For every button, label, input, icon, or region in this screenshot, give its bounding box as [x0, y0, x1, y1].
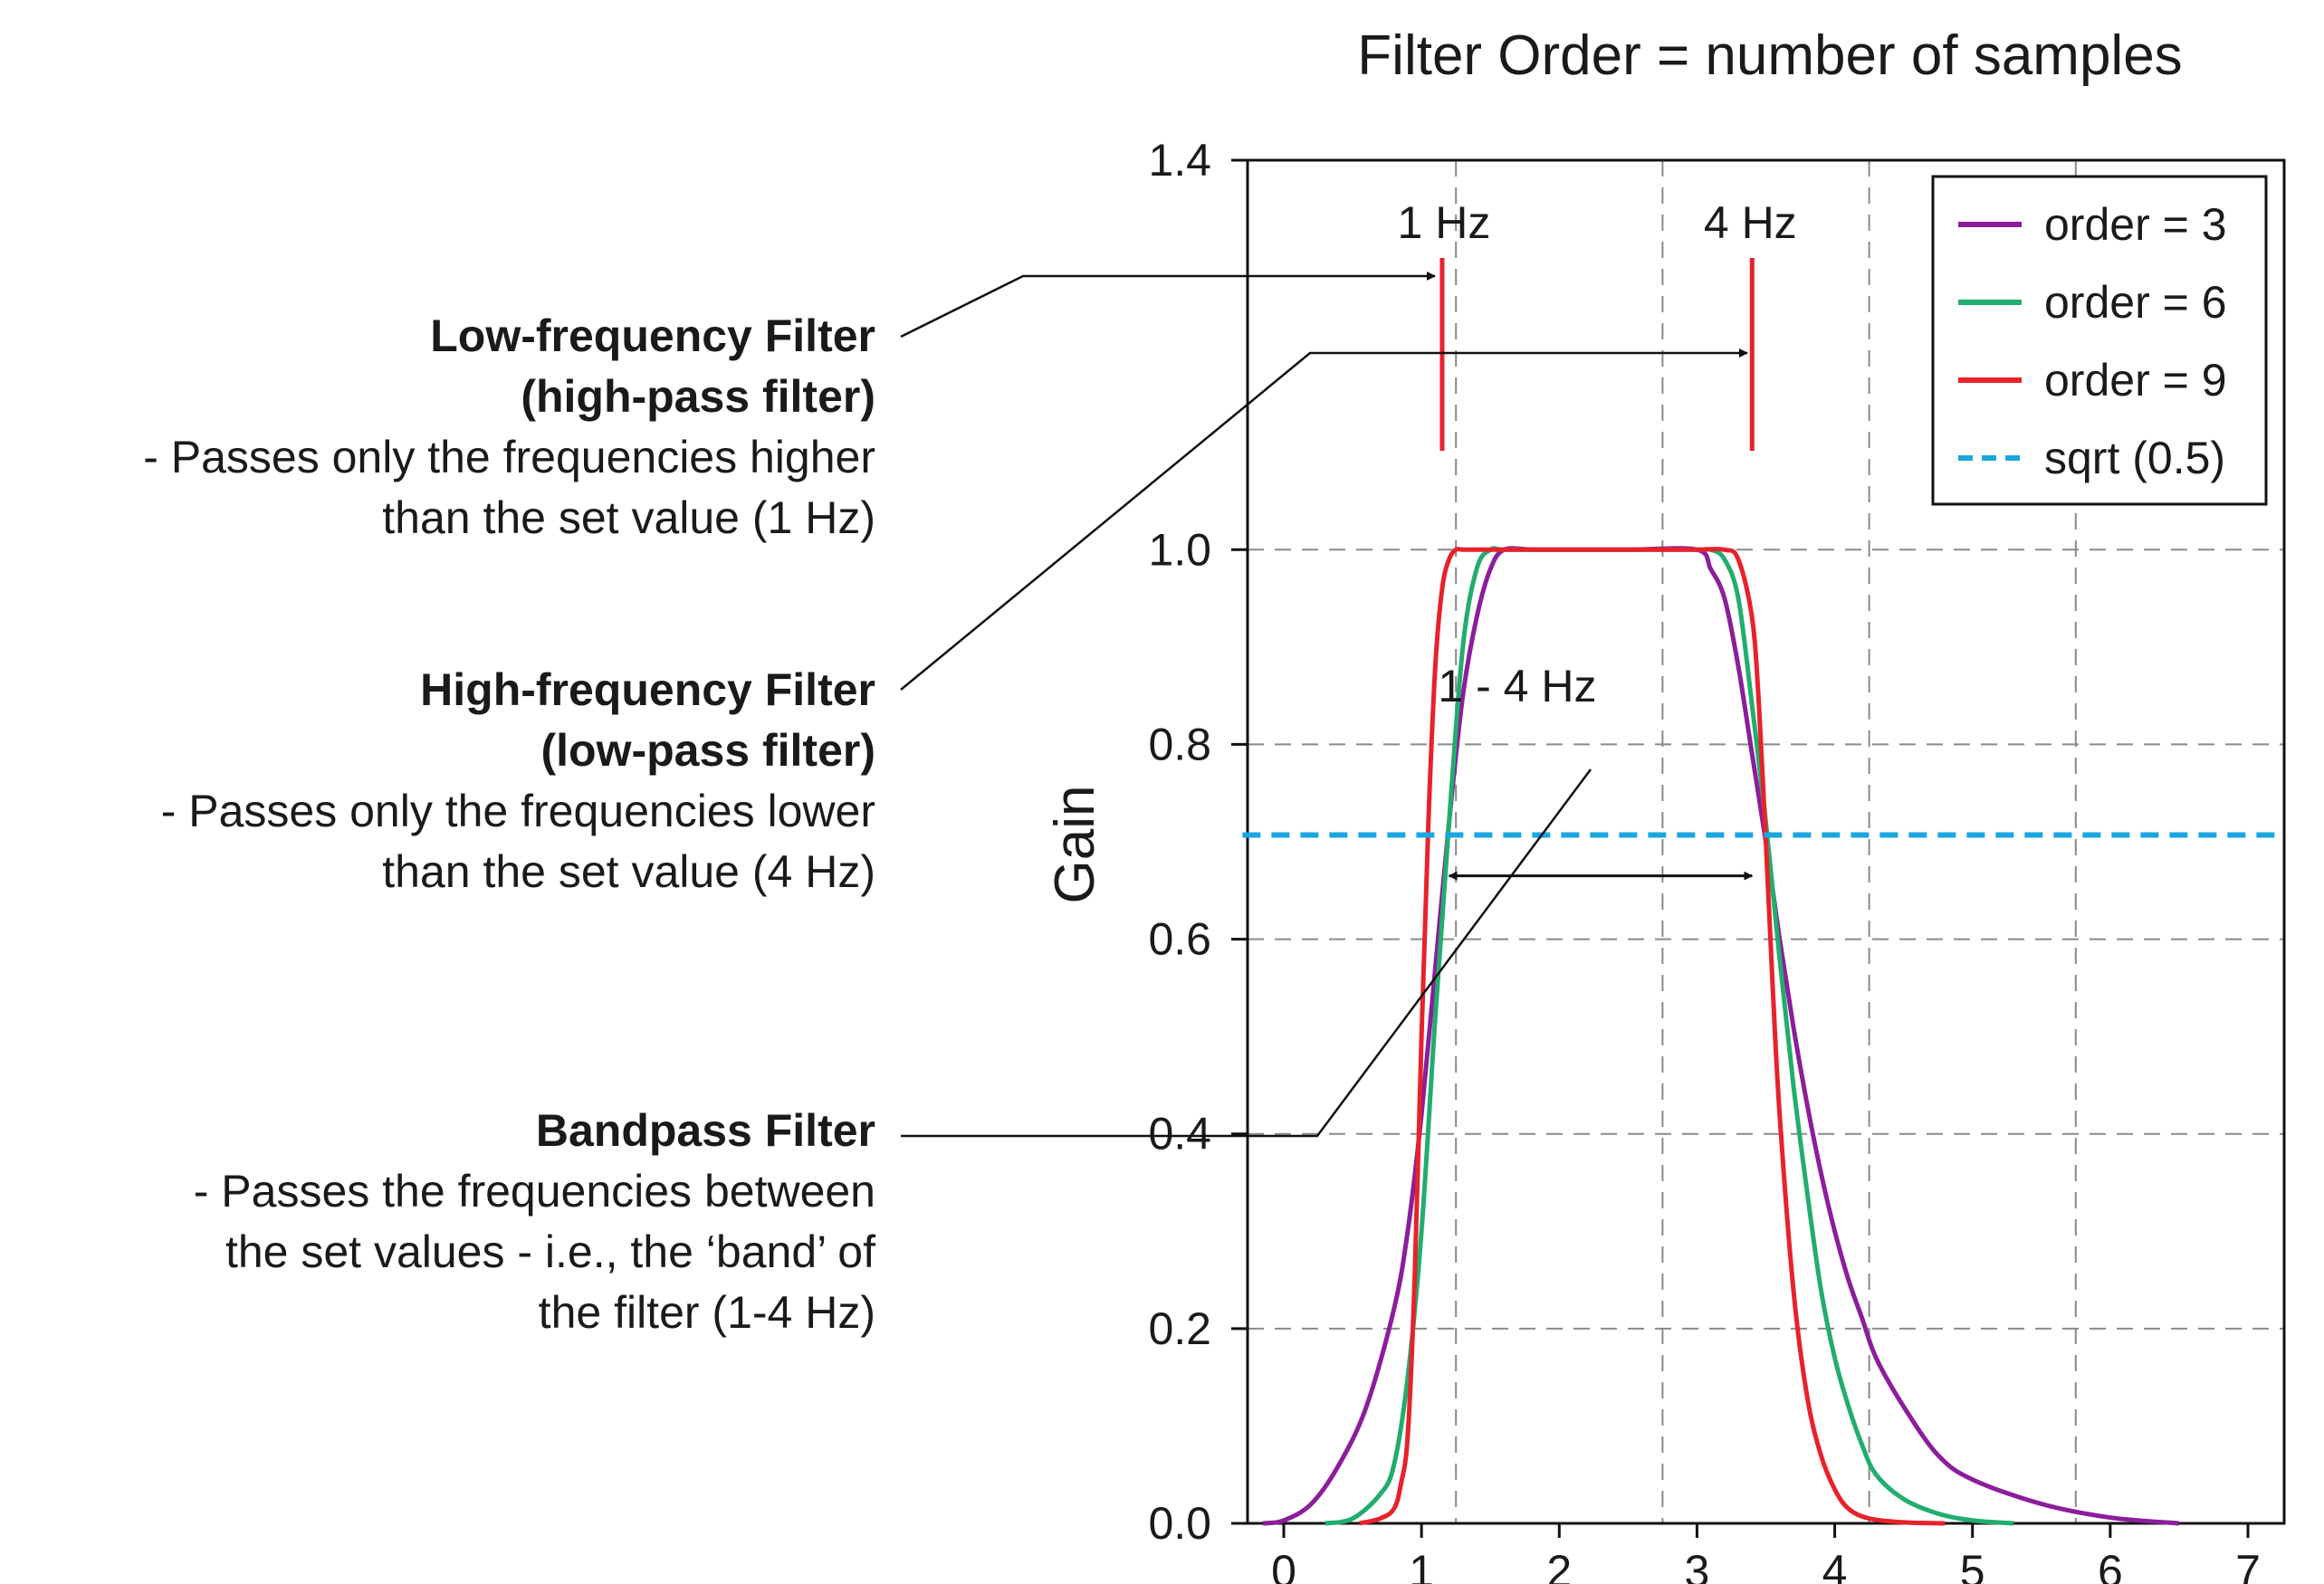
series-line-order-9 [1359, 546, 1946, 1526]
annotation-text: the filter (1-4 Hz) [538, 1287, 875, 1338]
callout-line-low-pass [900, 348, 1748, 691]
y-tick-label: 0.8 [1148, 719, 1211, 769]
legend: order = 3 order = 6 order = 9 sqrt (0.5) [1931, 175, 2268, 506]
series-line-order-3 [1262, 546, 2180, 1526]
annotation-text: the set values - i.e., the ‘band’ of [225, 1226, 875, 1277]
annotation-subtitle: (high-pass filter) [521, 371, 875, 422]
axes: 0.0 0.2 0.4 0.6 0.8 1.0 1.4 0 1 2 3 4 5 6 7 [1148, 135, 2286, 1584]
annotation-title: High-frequency Filter [420, 664, 875, 715]
y-tick-label: 1.0 [1148, 524, 1211, 575]
x-tick-label: 2 [1546, 1546, 1572, 1584]
legend-label: order = 9 [2044, 355, 2227, 406]
x-tick-label: 0 [1271, 1546, 1296, 1584]
marker-label: 4 Hz [1704, 197, 1797, 248]
x-tick-label: 4 [1822, 1546, 1848, 1584]
callout-line-bandpass [901, 768, 1592, 1138]
callout-lines [900, 272, 1748, 1138]
frequency-markers: 1 Hz 4 Hz [1398, 197, 1797, 451]
annotation-low-pass: High-frequency Filter (low-pass filter) … [161, 660, 875, 902]
y-axis-label: Gain [1044, 786, 1106, 904]
plot-frame [1246, 158, 2286, 1525]
band-label: 1 - 4 Hz [1438, 661, 1596, 711]
annotation-subtitle: (low-pass filter) [540, 725, 875, 776]
legend-label: sqrt (0.5) [2044, 433, 2225, 483]
y-tick-label: 0.2 [1148, 1303, 1211, 1354]
annotation-bandpass: Bandpass Filter - Passes the frequencies… [194, 1101, 875, 1343]
band-annotation: 1 - 4 Hz [1438, 661, 1754, 881]
series-group [1242, 546, 2276, 1526]
annotation-high-pass: Low-frequency Filter (high-pass filter) … [143, 306, 875, 549]
legend-label: order = 6 [2044, 277, 2227, 328]
annotation-text: than the set value (1 Hz) [382, 492, 875, 543]
annotation-title: Bandpass Filter [535, 1105, 875, 1156]
x-tick-label: 1 [1409, 1546, 1434, 1584]
x-tick-label: 6 [2098, 1546, 2123, 1584]
x-tick-label: 3 [1685, 1546, 1710, 1584]
y-tick-label: 0.6 [1148, 914, 1211, 965]
y-tick-label: 0.4 [1148, 1109, 1211, 1159]
marker-label: 1 Hz [1398, 197, 1491, 248]
annotation-text: - Passes the frequencies between [193, 1166, 875, 1217]
legend-label: order = 3 [2044, 199, 2227, 250]
annotation-title: Low-frequency Filter [430, 310, 875, 361]
x-tick-label: 7 [2235, 1546, 2261, 1584]
y-tick-label: 1.4 [1148, 135, 1211, 186]
annotation-text: - Passes only the frequencies higher [143, 432, 875, 482]
callout-line-high-pass [900, 272, 1436, 339]
x-tick-label: 5 [1960, 1546, 1985, 1584]
annotation-text: - Passes only the frequencies lower [160, 786, 875, 836]
chart-title: Filter Order = number of samples [1357, 24, 2182, 87]
legend-box [1931, 175, 2268, 506]
y-tick-label: 0.0 [1148, 1498, 1211, 1549]
annotation-text: than the set value (4 Hz) [382, 846, 875, 897]
